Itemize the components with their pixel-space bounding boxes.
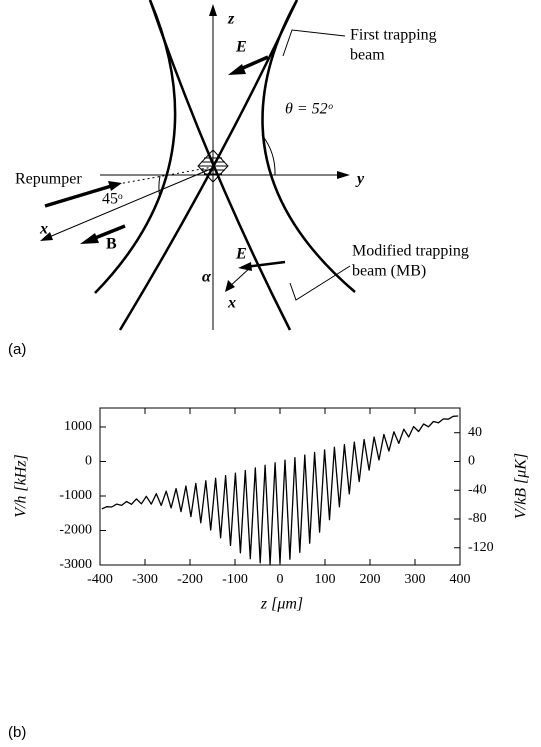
data-line — [101, 415, 459, 566]
panel-label: (a) — [8, 341, 26, 358]
y2-tick-label: 40 — [468, 425, 482, 440]
y-tick-label: 0 — [85, 454, 92, 469]
y-tick-label: 1000 — [64, 419, 92, 434]
panel-label: (b) — [8, 724, 26, 741]
repumper-arrow — [108, 181, 122, 191]
x-prime-arrow — [225, 280, 235, 292]
repumper-path — [117, 166, 214, 185]
angle-label: θ = 52ᵒ — [285, 101, 334, 118]
x-tick-label: -400 — [87, 572, 113, 587]
y-axis-label: V/h [kHz] — [13, 454, 30, 518]
x-axis — [41, 167, 214, 241]
x-axis-label: z [μm] — [260, 596, 303, 613]
beam-label: beam (MB) — [352, 263, 426, 280]
e-arrow — [238, 262, 252, 271]
beam-label: Repumper — [15, 171, 82, 188]
angle-label: α — [202, 269, 212, 286]
x-tick-label: -100 — [222, 572, 248, 587]
angle-label: 45ᵒ — [102, 191, 123, 208]
axis-label: z — [227, 11, 235, 28]
beam-label: First trapping — [350, 27, 437, 44]
leader-line — [282, 29, 346, 57]
b-arrow — [80, 233, 99, 244]
y-arrow — [337, 171, 350, 179]
x-tick-label: -200 — [177, 572, 203, 587]
y2-axis-label: V/kB [μK] — [513, 453, 530, 519]
y-tick-label: -1000 — [59, 488, 92, 503]
x-tick-label: 0 — [277, 572, 284, 587]
theta-arc — [261, 134, 276, 176]
y2-tick-label: 0 — [468, 454, 475, 469]
x-arrow — [40, 232, 53, 241]
e-arrow — [228, 64, 246, 75]
beam-label: Modified trapping — [352, 243, 469, 260]
y2-tick-label: -80 — [468, 511, 487, 526]
beam-label: beam — [350, 47, 385, 64]
x-tick-label: 100 — [315, 572, 336, 587]
y2-tick-label: -40 — [468, 482, 487, 497]
repumper-beam — [44, 182, 119, 208]
z-arrow — [209, 4, 217, 16]
trap-region — [197, 149, 229, 183]
vector-label: B — [106, 236, 117, 253]
vector-label: E — [235, 246, 247, 263]
axis-label: x — [39, 221, 48, 238]
axis-label: x — [227, 295, 236, 312]
vector-label: E — [235, 39, 247, 56]
axis-label: y — [355, 171, 365, 188]
diagram: z y x x E E B α First trapping beam Modi… — [15, 0, 469, 331]
x-tick-label: 200 — [360, 572, 381, 587]
y2-tick-label: -120 — [468, 540, 494, 555]
x-tick-label: 400 — [450, 572, 471, 587]
angle-arc — [158, 175, 161, 199]
y-tick-label: -3000 — [59, 557, 92, 572]
x-tick-label: 300 — [405, 572, 426, 587]
leader-line — [289, 265, 351, 301]
chart: z [μm] V/h [kHz] V/kB [μK] -400 -300 -200-… — [13, 407, 530, 613]
x-tick-label: -300 — [132, 572, 158, 587]
y-tick-label: -2000 — [59, 523, 92, 538]
